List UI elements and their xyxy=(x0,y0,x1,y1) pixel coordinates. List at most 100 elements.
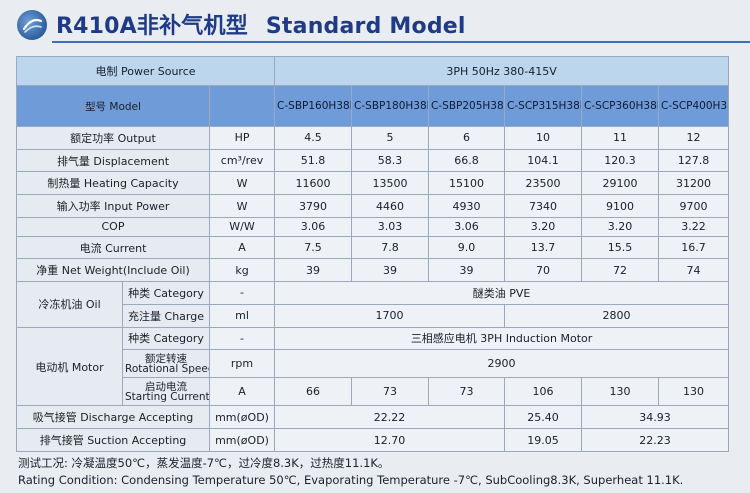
oil-category-unit: - xyxy=(208,281,276,305)
row-label: 输入功率 Input Power xyxy=(16,194,210,218)
value-cell: 11 xyxy=(581,126,660,150)
value-cell: 31200 xyxy=(658,171,730,196)
value-cell: 39 xyxy=(351,258,430,283)
value-cell: 16.7 xyxy=(658,235,730,260)
value-cell: 127.8 xyxy=(658,148,730,173)
oil-charge-unit: ml xyxy=(208,303,276,328)
row-label: 电流 Current xyxy=(16,235,210,260)
input-power-row: 输入功率 Input Power W 3790 4460 4930 7340 9… xyxy=(16,194,730,218)
value-cell: 51.8 xyxy=(274,148,353,173)
model-row: 型号 Model C-SBP160H38K C-SBP180H38K C-SBP… xyxy=(16,85,730,127)
starting-current-row: 启动电流 Starting Current A 66 73 73 106 130 … xyxy=(17,377,730,407)
value-cell: 39 xyxy=(274,258,353,283)
motor-category-label: 种类 Category xyxy=(122,326,210,351)
suction-value: 12.70 xyxy=(274,428,506,452)
value-cell: 3790 xyxy=(274,194,353,218)
rating-condition-cn: 测试工况: 冷凝温度50℃，蒸发温度-7℃，过冷度8.3K，过热度11.1K。 xyxy=(18,456,390,470)
value-cell: 4930 xyxy=(428,194,506,218)
motor-speed-label: 额定转速 Rotational Speed xyxy=(122,349,210,379)
motor-speed-row: 额定转速 Rotational Speed rpm 2900 xyxy=(17,349,730,379)
model-name: C-SCP360H38M xyxy=(581,85,660,127)
page-title: R410A非补气机型 Standard Model xyxy=(56,8,466,40)
net-weight-row: 净重 Net Weight(Include Oil) kg 39 39 39 7… xyxy=(16,258,730,283)
value-cell: 9.0 xyxy=(428,235,506,260)
page-header: R410A非补气机型 Standard Model xyxy=(0,0,750,48)
value-cell: 9100 xyxy=(581,194,660,218)
value-cell: 3.22 xyxy=(658,216,730,237)
model-unit-empty xyxy=(208,85,276,127)
value-cell: 29100 xyxy=(581,171,660,196)
row-label: 净重 Net Weight(Include Oil) xyxy=(16,258,210,283)
value-cell: 13.7 xyxy=(504,235,583,260)
value-cell: 7340 xyxy=(504,194,583,218)
discharge-row: 吸气接管 Discharge Accepting mm(øOD) 22.22 2… xyxy=(16,405,730,430)
oil-charge-row: 充注量 Charge ml 1700 2800 xyxy=(17,303,730,328)
displacement-row: 排气量 Displacement cm³/rev 51.8 58.3 66.8 … xyxy=(16,148,730,173)
power-source-value: 3PH 50Hz 380-415V xyxy=(274,56,730,86)
suction-label: 排气接管 Suction Accepting xyxy=(16,428,210,452)
model-label: 型号 Model xyxy=(16,85,210,127)
value-cell: 104.1 xyxy=(504,148,583,173)
value-cell: 74 xyxy=(658,258,730,283)
value-cell: 66 xyxy=(274,377,353,407)
value-cell: 66.8 xyxy=(428,148,506,173)
discharge-value: 25.40 xyxy=(504,405,583,430)
motor-speed-unit: rpm xyxy=(208,349,276,379)
header-divider xyxy=(52,41,750,43)
value-cell: 130 xyxy=(581,377,660,407)
rating-condition-note: 测试工况: 冷凝温度50℃，蒸发温度-7℃，过冷度8.3K，过热度11.1K。 … xyxy=(18,455,683,489)
starting-current-label-cn: 启动电流 xyxy=(145,380,187,393)
oil-category-value: 醚类油 PVE xyxy=(274,281,730,305)
value-cell: 15100 xyxy=(428,171,506,196)
value-cell: 130 xyxy=(658,377,730,407)
row-label: 额定功率 Output xyxy=(16,126,210,150)
oil-charge-label: 充注量 Charge xyxy=(122,303,210,328)
motor-category-value: 三相感应电机 3PH Induction Motor xyxy=(274,326,730,351)
value-cell: 9700 xyxy=(658,194,730,218)
value-cell: 106 xyxy=(504,377,583,407)
row-label: 制热量 Heating Capacity xyxy=(16,171,210,196)
row-unit: cm³/rev xyxy=(208,148,276,173)
starting-current-label-en: Starting Current xyxy=(125,390,210,403)
discharge-unit: mm(øOD) xyxy=(208,405,276,430)
power-source-row: 电制 Power Source 3PH 50Hz 380-415V xyxy=(15,56,730,86)
row-unit: W xyxy=(208,171,276,196)
suction-unit: mm(øOD) xyxy=(208,428,276,452)
value-cell: 120.3 xyxy=(581,148,660,173)
current-row: 电流 Current A 7.5 7.8 9.0 13.7 15.5 16.7 xyxy=(16,235,730,260)
oil-label: 冷冻机油 Oil xyxy=(16,281,123,328)
model-name: C-SBP180H38K xyxy=(351,85,430,127)
value-cell: 39 xyxy=(428,258,506,283)
title-english: Standard Model xyxy=(265,14,466,39)
motor-speed-value: 2900 xyxy=(274,349,730,379)
motor-label: 电动机 Motor xyxy=(16,326,123,407)
motor-category-unit: - xyxy=(208,326,276,351)
value-cell: 3.03 xyxy=(351,216,430,237)
title-chinese: R410A非补气机型 xyxy=(56,14,248,39)
starting-current-label: 启动电流 Starting Current xyxy=(122,377,210,407)
value-cell: 70 xyxy=(504,258,583,283)
value-cell: 73 xyxy=(428,377,506,407)
output-row: 额定功率 Output HP 4.5 5 6 10 11 12 xyxy=(16,126,730,150)
value-cell: 3.06 xyxy=(274,216,353,237)
model-name: C-SBP205H38K xyxy=(428,85,506,127)
rating-condition-en: Rating Condition: Condensing Temperature… xyxy=(18,473,684,487)
value-cell: 11600 xyxy=(274,171,353,196)
discharge-label: 吸气接管 Discharge Accepting xyxy=(16,405,210,430)
model-name: C-SCP315H38K xyxy=(504,85,583,127)
starting-current-unit: A xyxy=(208,377,276,407)
suction-value: 22.23 xyxy=(581,428,730,452)
row-unit: kg xyxy=(208,258,276,283)
value-cell: 3.20 xyxy=(504,216,583,237)
cop-row: COP W/W 3.06 3.03 3.06 3.20 3.20 3.22 xyxy=(16,216,730,237)
value-cell: 4.5 xyxy=(274,126,353,150)
value-cell: 7.8 xyxy=(351,235,430,260)
row-unit: HP xyxy=(208,126,276,150)
row-unit: W/W xyxy=(208,216,276,237)
discharge-value: 22.22 xyxy=(274,405,506,430)
brand-logo-icon xyxy=(17,10,47,40)
value-cell: 13500 xyxy=(351,171,430,196)
oil-charge-value: 1700 xyxy=(274,303,506,328)
model-name: C-SBP160H38K xyxy=(274,85,353,127)
value-cell: 6 xyxy=(428,126,506,150)
